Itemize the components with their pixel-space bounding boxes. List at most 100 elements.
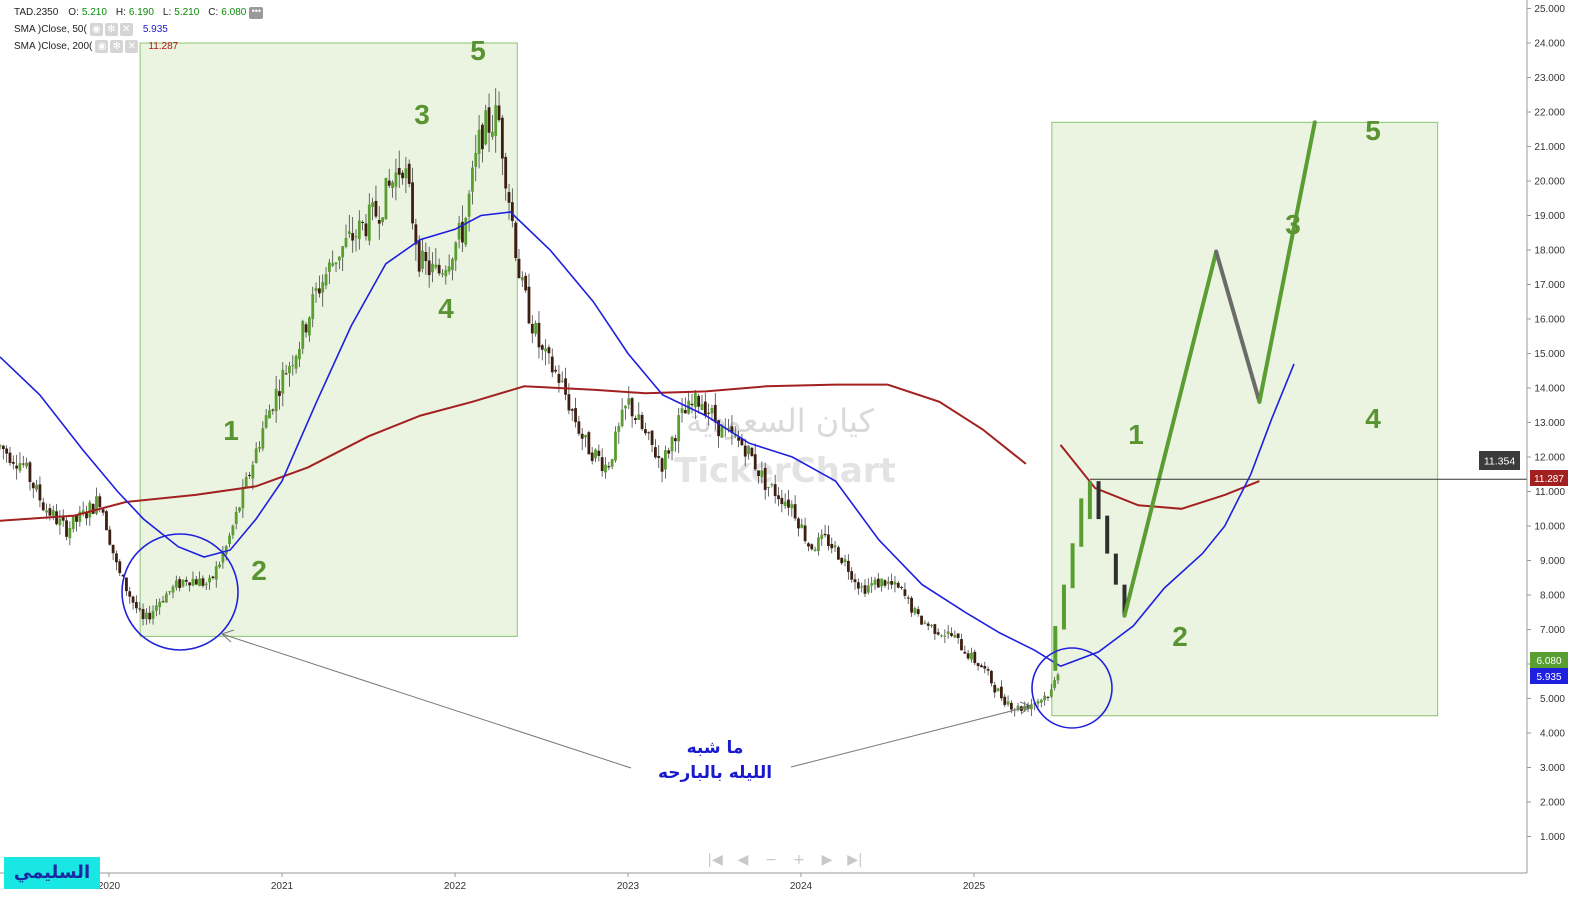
sma50-label: SMA )Close, 50( — [14, 24, 87, 35]
candle — [1043, 691, 1047, 706]
candle — [347, 214, 351, 238]
nav-prev-button[interactable]: ◀ — [737, 852, 749, 868]
candle — [457, 215, 461, 249]
candle — [204, 581, 208, 590]
candle — [451, 257, 454, 281]
nav-first-button[interactable]: |◀ — [707, 852, 723, 868]
candle — [943, 629, 947, 644]
candle — [540, 343, 544, 361]
candle — [670, 435, 674, 461]
candle — [281, 362, 285, 407]
candle — [783, 493, 787, 509]
candle — [657, 444, 661, 469]
chart-legend: TAD.2350 O: 5.210 H: 6.190 L: 5.210 C: 6… — [14, 4, 264, 55]
more-options-icon[interactable]: ••• — [249, 6, 264, 19]
candle — [494, 88, 498, 153]
gear-icon[interactable]: ✻ — [104, 23, 118, 36]
high-label: H: — [115, 7, 126, 18]
symbol-label: TAD.2350 — [14, 7, 59, 18]
low-value: 5.210 — [174, 7, 200, 18]
candle — [274, 375, 278, 423]
candle — [191, 571, 195, 587]
y-tick-label: 11.000 — [1535, 487, 1565, 498]
candle — [873, 576, 877, 590]
y-tick-label: 3.000 — [1540, 763, 1565, 774]
candle — [397, 150, 401, 188]
candle — [251, 460, 255, 490]
x-axis: 2020 2021 2022 2023 2024 2025 — [0, 872, 1527, 892]
candle — [164, 591, 168, 603]
candle — [181, 579, 185, 588]
candle — [484, 104, 488, 146]
candle — [371, 197, 375, 221]
candle — [367, 193, 371, 246]
candle — [111, 544, 115, 560]
candle — [730, 415, 734, 445]
future-wave-labels: 1 2 3 4 5 — [1128, 115, 1381, 652]
candle — [946, 625, 950, 639]
candle — [221, 546, 225, 569]
candle — [870, 576, 874, 593]
candle — [620, 398, 624, 428]
close-icon[interactable]: ✕ — [119, 23, 133, 36]
candle — [803, 517, 807, 544]
candle — [663, 445, 667, 479]
wave-box-1 — [139, 42, 518, 637]
candle — [510, 188, 514, 228]
candle — [560, 371, 564, 383]
candle — [697, 393, 701, 414]
eye-icon[interactable]: ◉ — [95, 40, 109, 53]
candle — [544, 339, 548, 366]
high-value: 6.190 — [128, 7, 154, 18]
candle — [600, 448, 604, 477]
candle — [650, 430, 654, 453]
candle — [461, 205, 464, 252]
nav-last-button[interactable]: ▶| — [847, 852, 863, 868]
note-line-2: الليله بالبارحه — [658, 763, 772, 783]
svg-text:6.080: 6.080 — [1536, 656, 1561, 667]
candle — [740, 433, 744, 447]
candle — [956, 633, 960, 644]
candle — [640, 411, 644, 431]
candle — [11, 455, 15, 470]
candle — [813, 546, 817, 552]
candle — [454, 241, 458, 272]
candle — [846, 554, 850, 580]
past-wave-labels: 1 2 3 4 5 — [223, 35, 486, 586]
x-tick-label: 2024 — [790, 881, 813, 892]
candle — [667, 447, 671, 459]
nav-next-button[interactable]: ▶ — [821, 852, 833, 868]
candle — [866, 578, 870, 595]
candle — [514, 220, 518, 262]
candle — [361, 220, 365, 231]
candle — [1016, 702, 1020, 712]
candle — [357, 210, 361, 250]
close-icon[interactable]: ✕ — [125, 40, 139, 53]
candle — [853, 573, 857, 590]
zoom-out-button[interactable]: − — [765, 852, 777, 868]
candle — [487, 93, 491, 152]
candle — [218, 561, 221, 569]
candle — [823, 524, 827, 538]
candle — [317, 275, 321, 298]
candle — [1046, 696, 1050, 701]
candle — [856, 578, 860, 595]
candle — [421, 237, 424, 273]
price-tag-close: 6.080 — [1530, 652, 1568, 668]
candle — [38, 476, 42, 508]
candle — [231, 524, 235, 540]
y-tick-label: 1.000 — [1540, 832, 1565, 843]
gear-icon[interactable]: ✻ — [110, 40, 124, 53]
sma200-line — [0, 383, 1027, 522]
candle — [950, 627, 953, 638]
candle — [108, 525, 112, 546]
zoom-in-button[interactable]: + — [793, 852, 805, 868]
eye-icon[interactable]: ◉ — [89, 23, 103, 36]
candle — [614, 426, 617, 463]
candle — [594, 448, 597, 463]
candle — [271, 408, 275, 415]
candle — [65, 517, 68, 541]
bottom-circle-2025 — [1031, 647, 1113, 729]
candle — [966, 649, 970, 661]
